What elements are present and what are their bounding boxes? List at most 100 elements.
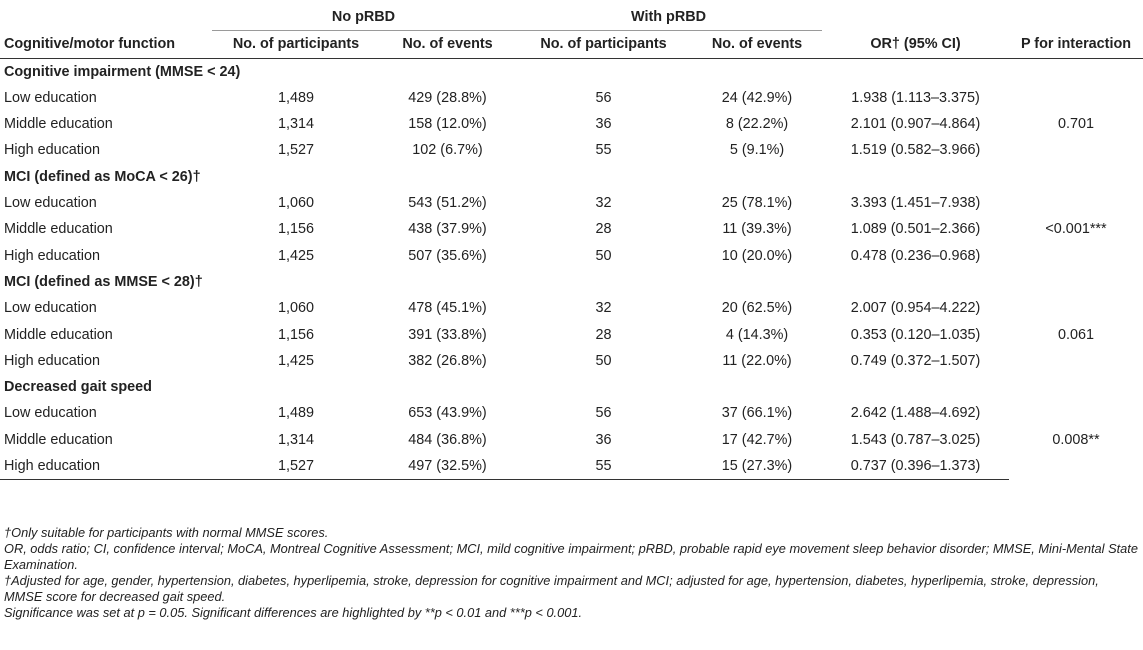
- cell-events-no-prbd: 391 (33.8%): [408, 326, 487, 343]
- cell-p-interaction: 0.008**: [1052, 432, 1100, 448]
- cell-events-no-prbd: 382 (26.8%): [408, 352, 487, 369]
- row-label: High education: [4, 352, 101, 369]
- section-title: MCI (defined as MoCA < 26)†: [4, 168, 201, 185]
- col-participants-with-prbd: No. of participants: [515, 30, 692, 59]
- cell-participants-no-prbd: 1,527: [212, 453, 380, 481]
- cell-participants-with-prbd: 32: [595, 195, 612, 212]
- cell-events-no-prbd: 653 (43.9%): [408, 405, 487, 422]
- section-header-row: Cognitive impairment (MMSE < 24): [0, 58, 1143, 85]
- cell-participants-no-prbd: 1,527: [277, 142, 314, 159]
- row-label: Low education: [4, 300, 97, 317]
- cell-participants-with-prbd: 56: [595, 89, 612, 106]
- cell-participants-with-prbd: 36: [595, 431, 612, 448]
- cell-odds-ratio: 1.089 (0.501–2.366): [850, 221, 981, 238]
- table-body: Cognitive impairment (MMSE < 24) Low educ…: [0, 58, 1143, 481]
- table-row: Middle education 1,314 158 (12.0%) 36 8 (22.…: [0, 111, 1143, 137]
- cell-events-no-prbd: 543 (51.2%): [408, 195, 487, 212]
- cell-odds-ratio: 0.737 (0.396–1.373): [822, 453, 1010, 481]
- table-row: Middle education 1,314 484 (36.8%) 36 17 (42…: [0, 427, 1143, 453]
- cell-odds-ratio: 3.393 (1.451–7.938): [850, 195, 981, 212]
- col-events-with-prbd: No. of events: [692, 30, 823, 59]
- cell-events-with-prbd: 37 (66.1%): [721, 405, 793, 422]
- row-label: Low education: [4, 89, 97, 106]
- row-label: High education: [0, 453, 212, 481]
- cell-participants-no-prbd: 1,156: [277, 221, 314, 238]
- cell-participants-with-prbd: 55: [515, 453, 692, 481]
- cell-events-no-prbd: 102 (6.7%): [412, 142, 483, 159]
- column-header-row: Cognitive/motor function No. of particip…: [0, 30, 1143, 59]
- col-function: Cognitive/motor function: [0, 30, 212, 59]
- cell-events-with-prbd: 24 (42.9%): [721, 89, 793, 106]
- cell-odds-ratio: 0.749 (0.372–1.507): [850, 352, 981, 369]
- group-header-row: No pRBD With pRBD: [0, 4, 1143, 32]
- row-label: Middle education: [4, 116, 113, 133]
- table-row: High education 1,527 102 (6.7%) 55 5 (9.1%) 1…: [0, 137, 1143, 163]
- table-row: Middle education 1,156 391 (33.8%) 28 4 (14.…: [0, 322, 1143, 348]
- cell-participants-with-prbd: 36: [595, 116, 612, 133]
- cell-participants-with-prbd: 56: [595, 405, 612, 422]
- section-title: Decreased gait speed: [4, 379, 152, 396]
- cell-events-with-prbd: 8 (22.2%): [725, 116, 789, 133]
- table-row: High education 1,425 507 (35.6%) 50 10 (20.0…: [0, 243, 1143, 269]
- cell-participants-with-prbd: 55: [595, 142, 612, 159]
- cell-events-no-prbd: 497 (32.5%): [380, 453, 515, 481]
- cell-events-with-prbd: 25 (78.1%): [721, 195, 793, 212]
- cell-events-with-prbd: 20 (62.5%): [721, 300, 793, 317]
- cell-participants-no-prbd: 1,425: [277, 352, 314, 369]
- section-title: MCI (defined as MMSE < 28)†: [4, 273, 203, 290]
- row-label: Low education: [4, 405, 97, 422]
- group-no-prbd: No pRBD: [212, 4, 515, 32]
- cell-odds-ratio: 0.478 (0.236–0.968): [850, 247, 981, 264]
- cell-events-no-prbd: 478 (45.1%): [408, 300, 487, 317]
- cell-p-interaction: 0.701: [1058, 116, 1095, 133]
- cell-participants-no-prbd: 1,314: [277, 431, 314, 448]
- table-row: Middle education 1,156 438 (37.9%) 28 11 (39…: [0, 216, 1143, 242]
- group-with-prbd: With pRBD: [515, 4, 823, 32]
- cell-participants-no-prbd: 1,489: [277, 89, 314, 106]
- cell-participants-no-prbd: 1,156: [277, 326, 314, 343]
- cell-participants-with-prbd: 28: [595, 326, 612, 343]
- table-row: Low education 1,489 429 (28.8%) 56 24 (42.9%…: [0, 85, 1143, 132]
- section-header-row: Decreased gait speed: [0, 374, 1143, 400]
- col-participants-no-prbd: No. of participants: [212, 30, 380, 59]
- row-label: Middle education: [4, 326, 113, 343]
- cell-odds-ratio: 1.938 (1.113–3.375): [851, 89, 980, 106]
- col-p-interaction: P for interaction: [1009, 30, 1143, 59]
- cell-events-with-prbd: 11 (22.0%): [722, 352, 792, 369]
- cell-events-with-prbd: 10 (20.0%): [721, 247, 793, 264]
- cell-events-no-prbd: 429 (28.8%): [408, 89, 487, 106]
- table-row: Low education 1,060 543 (51.2%) 32 25 (78.1%…: [0, 190, 1143, 237]
- cell-odds-ratio: 2.007 (0.954–4.222): [850, 300, 981, 317]
- cell-p-interaction: 0.061: [1058, 326, 1095, 343]
- footnote: †Only suitable for participants with nor…: [4, 525, 329, 540]
- table-row: Low education 1,060 478 (45.1%) 32 20 (62.5%…: [0, 295, 1143, 342]
- section-header-row: MCI (defined as MMSE < 28)†: [0, 269, 1143, 295]
- cell-events-no-prbd: 484 (36.8%): [408, 431, 487, 448]
- cell-events-with-prbd: 5 (9.1%): [729, 142, 785, 159]
- row-label: High education: [4, 247, 101, 264]
- cell-events-with-prbd: 11 (39.3%): [722, 221, 792, 238]
- row-label: Middle education: [4, 221, 113, 238]
- table-row: Low education 1,489 653 (43.9%) 56 37 (66.1%…: [0, 400, 1143, 448]
- section-title: Cognitive impairment (MMSE < 24): [4, 63, 241, 80]
- cell-odds-ratio: 1.519 (0.582–3.966): [850, 142, 981, 159]
- cell-odds-ratio: 1.543 (0.787–3.025): [850, 431, 981, 448]
- row-label: Low education: [4, 195, 97, 212]
- cell-participants-with-prbd: 50: [595, 247, 612, 264]
- cell-events-no-prbd: 438 (37.9%): [408, 221, 487, 238]
- cell-p-interaction: <0.001***: [1045, 221, 1107, 238]
- cell-participants-with-prbd: 50: [595, 352, 612, 369]
- table-row: High education 1,425 382 (26.8%) 50 11 (22.0…: [0, 348, 1143, 374]
- cell-events-no-prbd: 507 (35.6%): [408, 247, 487, 264]
- table-row: High education 1,527 497 (32.5%) 55 15 (27.3…: [0, 453, 1143, 481]
- cell-participants-no-prbd: 1,425: [277, 247, 314, 264]
- cell-participants-no-prbd: 1,314: [277, 116, 314, 133]
- row-label: Middle education: [4, 431, 113, 448]
- footnote: Significance was set at p = 0.05. Signif…: [4, 605, 583, 620]
- results-table: No pRBD With pRBD Cognitive/motor functi…: [0, 4, 1143, 481]
- cell-participants-no-prbd: 1,060: [277, 300, 314, 317]
- cell-participants-no-prbd: 1,489: [277, 405, 314, 422]
- section-header-row: MCI (defined as MoCA < 26)†: [0, 164, 1143, 190]
- cell-participants-no-prbd: 1,060: [277, 195, 314, 212]
